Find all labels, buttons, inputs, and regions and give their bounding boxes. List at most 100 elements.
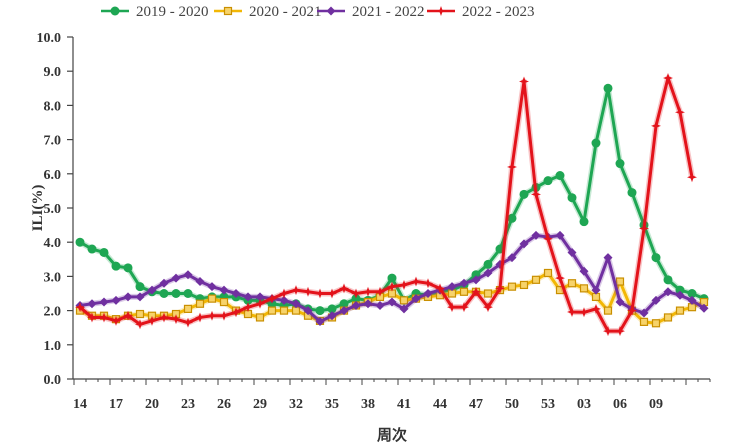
data-point <box>543 268 553 278</box>
x-tick-label: 20 <box>145 397 159 412</box>
data-point <box>75 237 85 247</box>
y-tick-label: 4.0 <box>44 236 62 251</box>
x-tick-label: 50 <box>505 397 519 412</box>
data-point <box>231 289 241 298</box>
data-point <box>231 307 241 318</box>
y-tick-label: 6.0 <box>44 168 62 183</box>
data-point <box>159 278 169 288</box>
data-point <box>327 288 337 299</box>
data-point <box>123 310 133 321</box>
data-point <box>243 302 253 313</box>
x-tick-label: 53 <box>541 397 555 412</box>
data-point <box>315 288 325 299</box>
data-point <box>363 299 373 309</box>
data-point <box>687 289 697 298</box>
data-point <box>507 253 517 263</box>
y-tick-label: 2.0 <box>44 305 62 320</box>
data-point <box>507 161 517 172</box>
data-point <box>195 299 205 308</box>
x-tick-label: 29 <box>253 397 267 412</box>
data-point <box>255 313 265 322</box>
data-point <box>207 310 217 321</box>
data-point <box>147 315 157 326</box>
data-point <box>519 239 529 249</box>
legend-item: 2020 - 2021 <box>214 4 322 20</box>
data-point <box>447 282 457 292</box>
data-point <box>267 293 277 304</box>
data-point <box>219 285 229 295</box>
data-point <box>87 312 97 323</box>
data-point <box>279 288 289 299</box>
data-point <box>135 292 145 302</box>
y-tick-label: 9.0 <box>44 65 62 80</box>
data-point <box>591 138 601 148</box>
data-point <box>699 303 709 313</box>
data-point <box>663 275 673 285</box>
data-point <box>171 289 181 298</box>
data-point <box>531 230 541 240</box>
data-point <box>423 278 433 289</box>
data-point <box>183 304 193 313</box>
data-point <box>411 276 421 287</box>
data-point <box>111 295 121 305</box>
data-point <box>603 306 613 315</box>
data-point <box>375 300 385 310</box>
y-tick-label: 1.0 <box>44 339 62 354</box>
data-point <box>327 304 337 314</box>
data-point <box>651 295 661 305</box>
data-point <box>567 306 577 317</box>
data-point <box>399 304 409 314</box>
data-point <box>171 314 181 325</box>
data-point <box>111 315 121 326</box>
data-point <box>279 295 289 305</box>
data-point <box>219 310 229 321</box>
data-point <box>591 285 601 295</box>
data-point <box>339 299 349 309</box>
data-point <box>375 286 385 297</box>
legend-item: 2019 - 2020 <box>101 4 209 20</box>
x-tick-label: 38 <box>361 397 375 412</box>
data-point <box>615 277 625 286</box>
series-2022-2023 <box>75 73 697 337</box>
data-point <box>219 297 229 307</box>
data-point <box>387 273 397 283</box>
data-point <box>303 286 313 297</box>
data-point <box>399 279 409 290</box>
data-point <box>351 300 361 310</box>
data-point <box>663 313 673 322</box>
data-point <box>255 298 265 309</box>
data-point <box>447 302 457 313</box>
y-axis-title: ILI(%) <box>30 185 46 232</box>
data-point <box>579 217 589 227</box>
x-tick-label: 17 <box>109 397 123 412</box>
y-tick-label: 10.0 <box>37 31 62 46</box>
legend-label: 2019 - 2020 <box>136 4 209 20</box>
data-point <box>651 319 661 328</box>
data-point <box>531 275 541 284</box>
data-point <box>423 289 433 298</box>
x-tick-label: 47 <box>469 397 483 412</box>
data-point <box>207 282 217 292</box>
x-tick-label: 09 <box>649 397 663 412</box>
data-point <box>75 302 85 313</box>
data-point <box>651 120 661 131</box>
data-point <box>675 290 685 300</box>
legend-label: 2020 - 2021 <box>249 4 322 20</box>
data-point <box>651 253 661 263</box>
data-point <box>675 285 685 295</box>
x-tick-label: 35 <box>325 397 339 412</box>
y-tick-label: 5.0 <box>44 202 62 217</box>
data-point <box>615 326 625 337</box>
data-point <box>567 247 577 257</box>
data-point <box>687 295 697 305</box>
y-tick-label: 7.0 <box>44 134 62 149</box>
data-point <box>471 275 481 285</box>
legend-star-icon <box>436 6 446 16</box>
data-point <box>687 172 697 183</box>
data-point <box>171 273 181 283</box>
data-point <box>675 306 685 315</box>
data-point <box>267 306 277 315</box>
data-point <box>639 308 649 318</box>
x-tick-label: 26 <box>217 397 231 412</box>
data-point <box>387 281 397 292</box>
